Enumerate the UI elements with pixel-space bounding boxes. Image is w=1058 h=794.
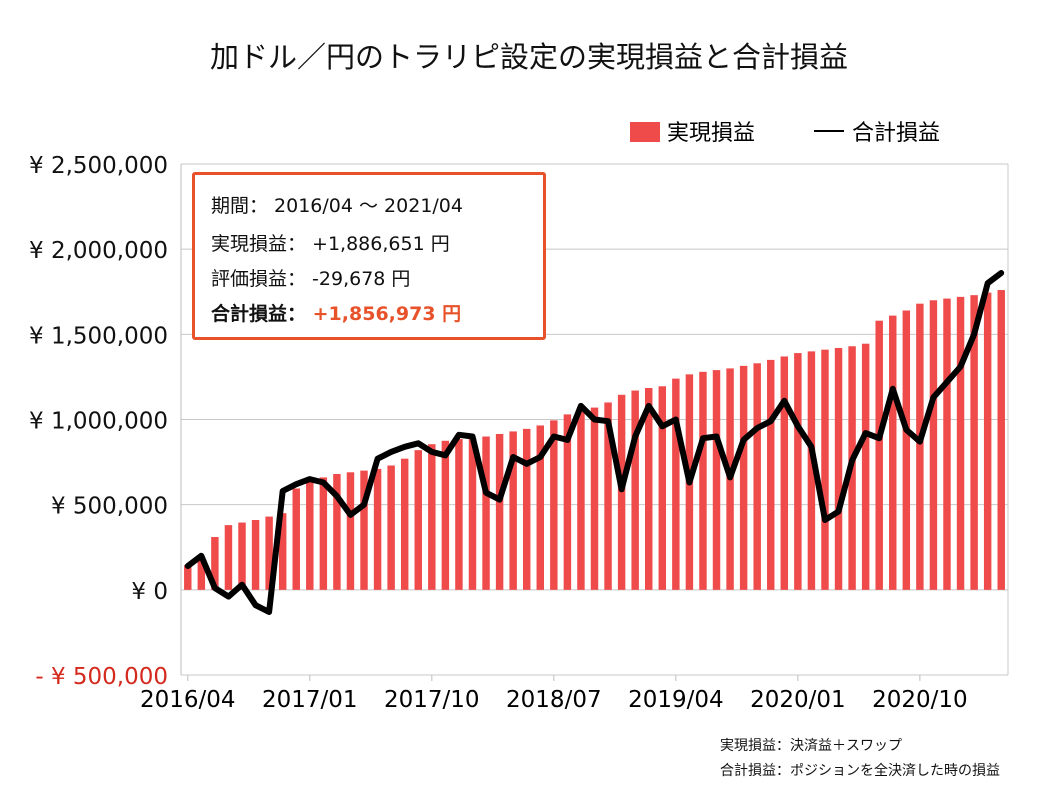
summary-box: 期間： 2016/04 ～ 2021/04 実現損益： +1,886,651 円… [192, 172, 546, 340]
footnote-realized: 実現損益：決済益＋スワップ [720, 738, 902, 754]
x-tick-label: 2016/04 [140, 687, 236, 713]
bar-realized [400, 458, 409, 590]
bar-realized [699, 371, 707, 590]
bar-realized [292, 488, 300, 590]
bar-realized [319, 477, 328, 590]
total-pl-value: +1,856,973 円 [312, 303, 462, 325]
bar-realized [482, 436, 490, 590]
bar-realized [956, 296, 965, 590]
line-series [184, 270, 1005, 615]
bar-realized [265, 516, 273, 590]
bar-realized [821, 349, 829, 590]
total-pl-label: 合計損益： [211, 303, 307, 325]
bar-realized [889, 315, 897, 590]
bar-realized [509, 431, 517, 590]
y-tick-label: - ¥ 500,000 [35, 664, 168, 690]
y-tick-label: ¥ 1,000,000 [29, 409, 168, 435]
bar-realized [807, 351, 816, 590]
x-tick-label: 2020/10 [872, 687, 968, 713]
bar-realized [428, 444, 436, 590]
y-tick-label: ¥ 1,500,000 [29, 323, 168, 349]
bar-realized [767, 359, 775, 590]
bar-realized [577, 410, 585, 590]
bar-realized [536, 425, 544, 590]
bar-realized [861, 343, 870, 590]
chart-title: 加ドル／円のトラリピ設定の実現損益と合計損益 [209, 40, 848, 74]
bar-realized [658, 386, 667, 590]
bar-realized [590, 407, 599, 590]
bar-realized [875, 320, 883, 590]
bar-realized [387, 465, 395, 590]
x-tick-label: 2017/01 [262, 687, 358, 713]
bar-realized [712, 370, 721, 590]
bar-realized [563, 414, 572, 590]
unrealized-pl-text: 評価損益： -29,678 円 [211, 268, 411, 290]
bar-realized [251, 519, 260, 590]
bar-realized [672, 378, 680, 590]
bar-realized [360, 470, 368, 590]
bar-realized [306, 479, 314, 590]
legend-bar-label: 実現損益 [667, 121, 755, 146]
bar-realized [346, 472, 355, 590]
y-tick-label: ¥ 2,000,000 [29, 238, 168, 264]
legend-line-label: 合計損益 [852, 121, 940, 146]
line-total-pl [184, 270, 1005, 615]
bar-realized [739, 365, 748, 590]
x-tick-label: 2020/01 [750, 687, 846, 713]
bar-realized [278, 513, 287, 590]
x-tick-label: 2018/07 [506, 687, 602, 713]
bar-realized [929, 300, 938, 590]
bar-realized [983, 292, 992, 590]
bar-realized [238, 522, 246, 590]
bar-realized [468, 438, 477, 590]
x-tick-label: 2019/04 [628, 687, 724, 713]
y-tick-label: ¥ 0 [131, 579, 168, 605]
y-tick-label: ¥ 2,500,000 [29, 153, 168, 179]
bar-realized [197, 556, 206, 590]
period-text: 期間： 2016/04 ～ 2021/04 [211, 195, 463, 217]
y-tick-labels: ¥ 2,500,000 ¥ 2,000,000 ¥ 1,500,000 ¥ 1,000… [29, 153, 168, 690]
legend-bar-swatch [630, 122, 660, 142]
legend: 実現損益 合計損益 [630, 121, 940, 146]
bar-realized [970, 295, 978, 590]
bar-realized [495, 433, 504, 590]
footnotes: 実現損益：決済益＋スワップ 合計損益：ポジションを全決済した時の損益 [720, 734, 1000, 784]
y-tick-label: ¥ 500,000 [51, 494, 168, 520]
bar-realized [522, 428, 531, 590]
bar-realized [997, 290, 1005, 590]
bar-realized [916, 303, 924, 590]
axes [180, 164, 1009, 681]
bar-realized [794, 353, 802, 590]
bar-realized [455, 439, 463, 590]
bar-realized [902, 310, 911, 590]
total-pl-row: 合計損益： +1,856,973 円 [211, 299, 461, 326]
bar-realized [373, 468, 382, 590]
bar-realized [753, 363, 761, 590]
bar-realized [780, 356, 789, 590]
bar-realized [211, 537, 219, 590]
bar-realized [414, 450, 422, 590]
bar-realized [441, 440, 450, 590]
bar-realized [550, 420, 558, 590]
bar-realized [333, 474, 341, 590]
realized-pl-text: 実現損益： +1,886,651 円 [211, 233, 450, 255]
bar-realized [943, 298, 951, 590]
x-tick-label: 2017/10 [384, 687, 480, 713]
x-tick-labels: 2016/04 2017/01 2017/10 2018/07 2019/04 2020/… [140, 687, 968, 713]
bar-realized [184, 565, 192, 590]
bar-realized [645, 387, 653, 590]
bar-realized [224, 525, 233, 590]
bar-realized [631, 390, 639, 590]
footnote-total: 合計損益：ポジションを全決済した時の損益 [720, 763, 1000, 779]
bar-series [184, 290, 1005, 590]
bar-realized [834, 347, 843, 590]
bar-realized [604, 402, 612, 590]
bar-realized [617, 394, 626, 590]
